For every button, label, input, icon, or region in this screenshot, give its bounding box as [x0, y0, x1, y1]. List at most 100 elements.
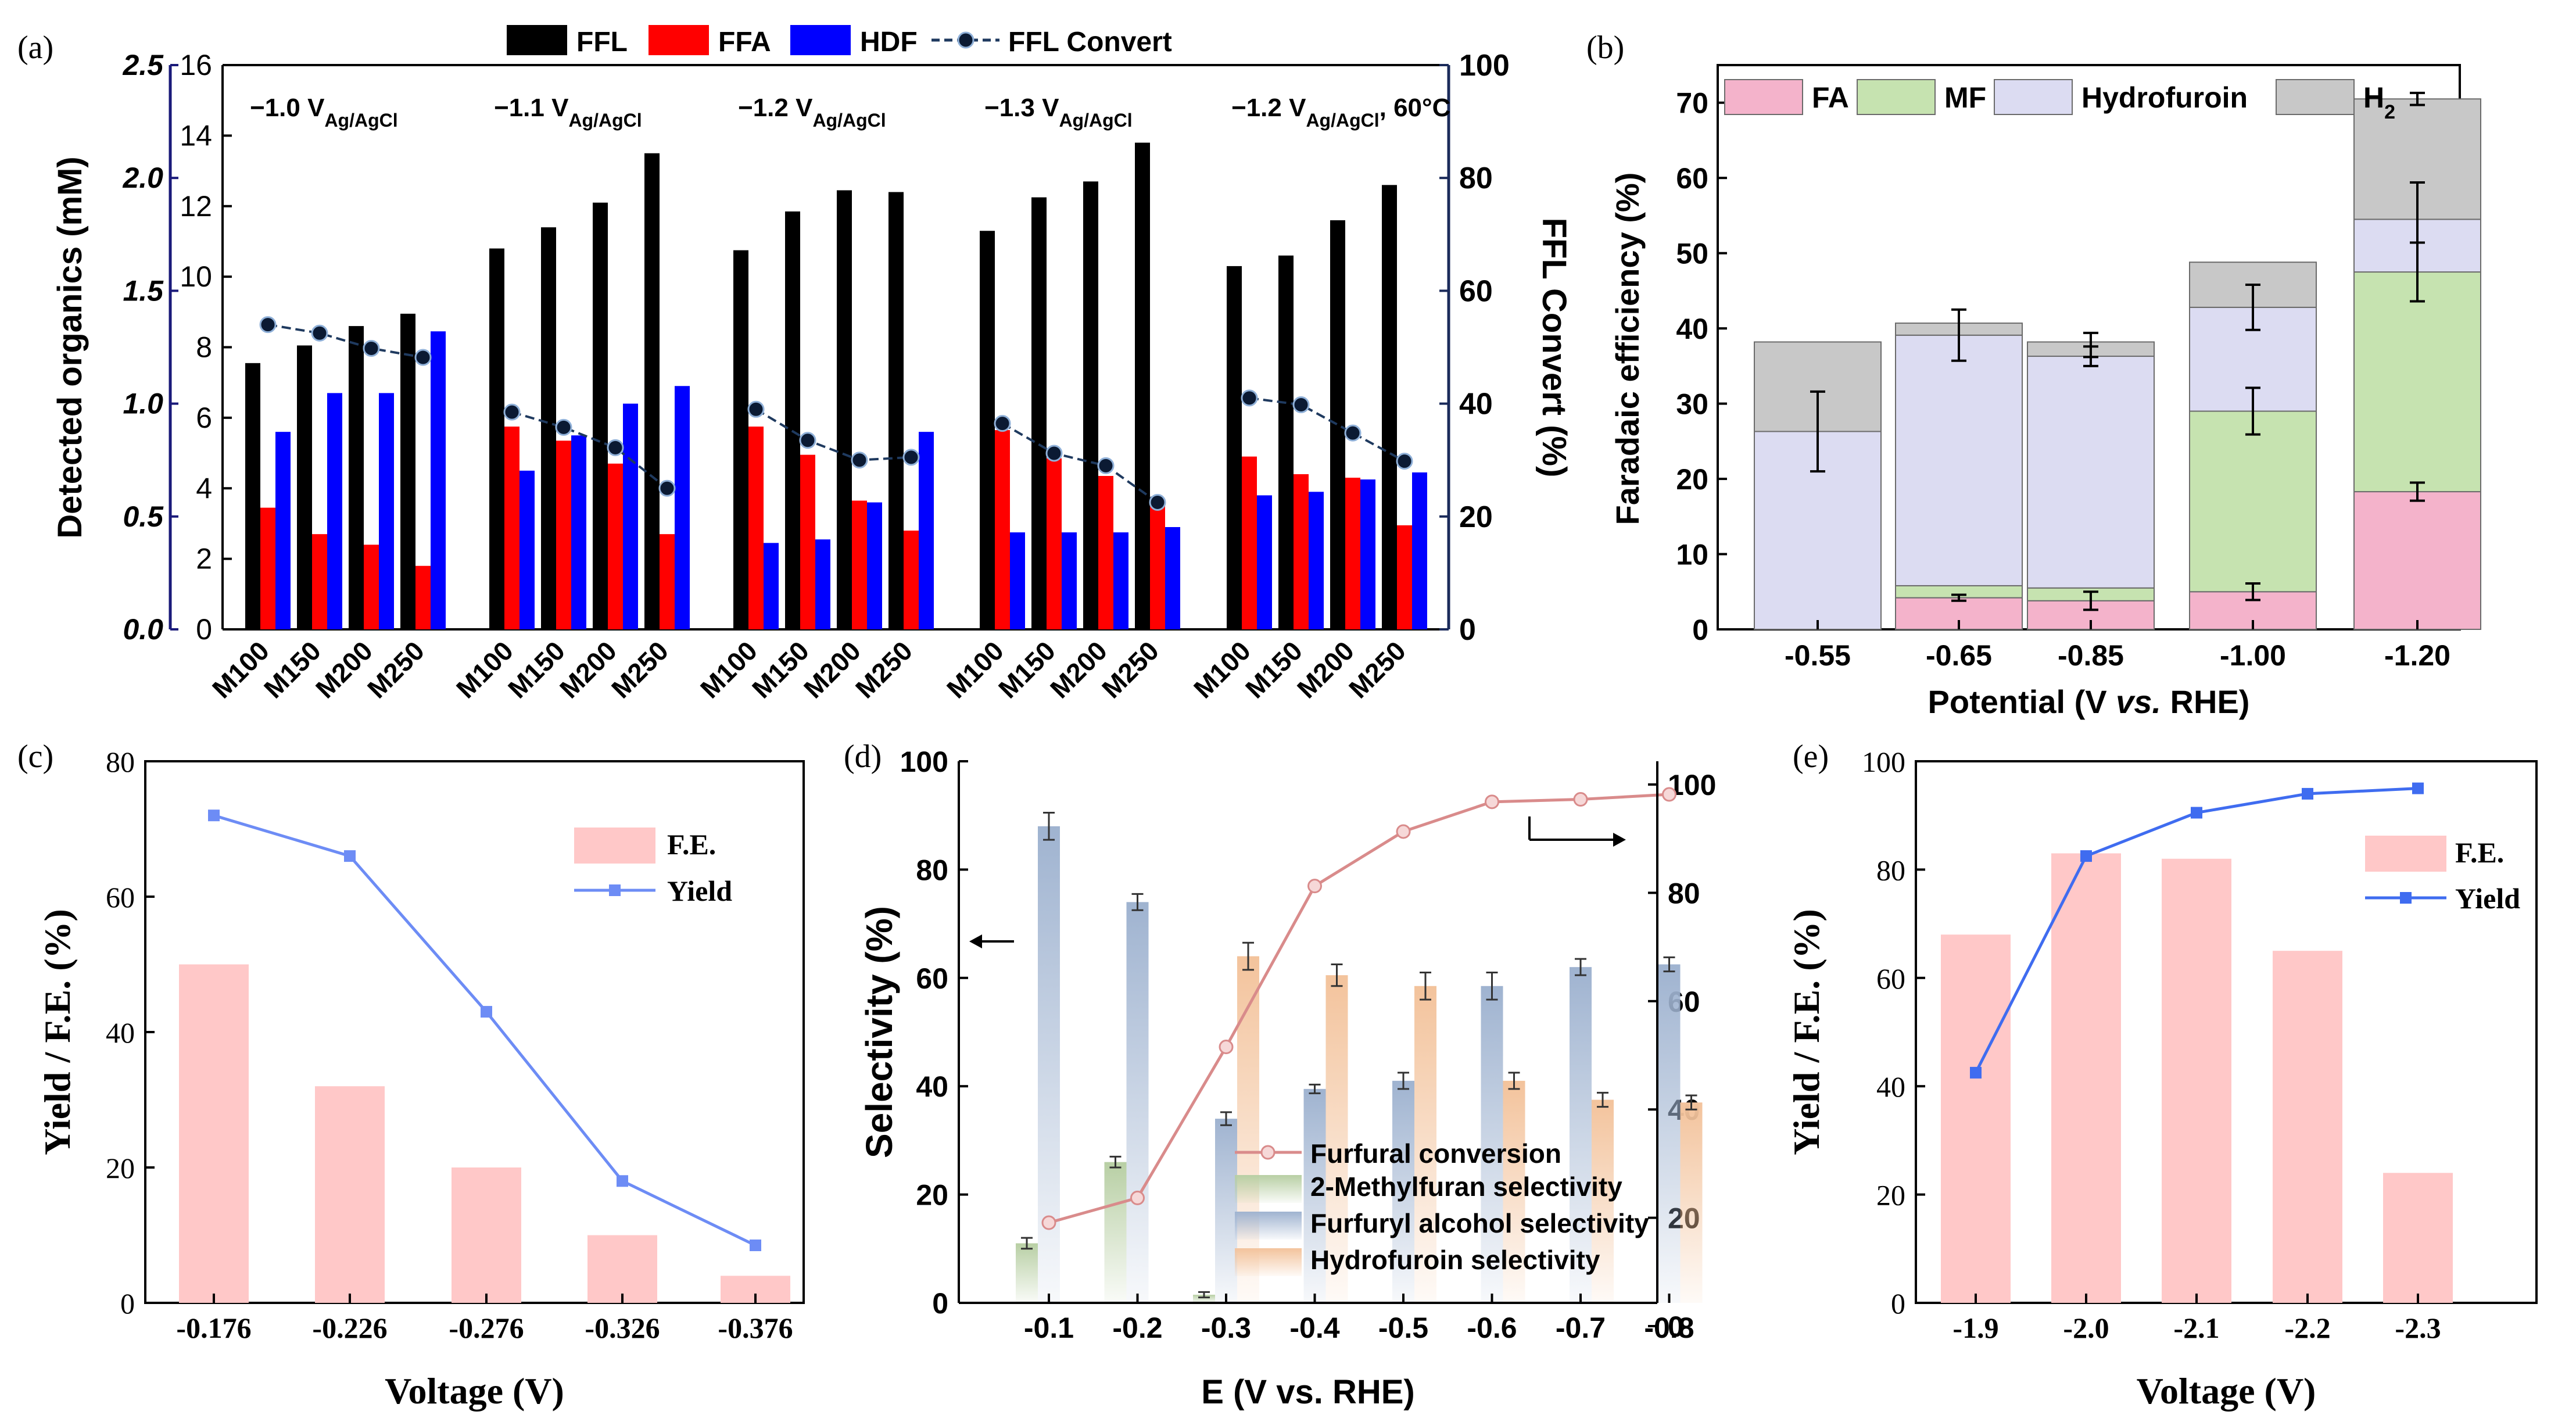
- y-tick-label: 60: [1676, 162, 1708, 195]
- y2-tick-label: 0: [1668, 1310, 1684, 1343]
- convert-point: [259, 316, 277, 334]
- x-tick-label: -0.3: [1201, 1312, 1251, 1344]
- stacked-bar-fa: [2353, 491, 2481, 630]
- bar-ffl: [888, 192, 904, 630]
- bar-hdf: [919, 432, 934, 629]
- y-tick-label: 100: [1862, 746, 1905, 778]
- x-tick-label: M250: [850, 635, 918, 704]
- legend-swatch: [790, 25, 851, 55]
- bar-mf: [1104, 1162, 1127, 1303]
- legend-label: Yield: [667, 875, 732, 907]
- yield-point: [344, 850, 356, 862]
- bar-ffl: [1083, 181, 1098, 629]
- legend-label: Furfuryl alcohol selectivity: [1310, 1208, 1649, 1238]
- convert-line: [267, 323, 424, 359]
- outer-tick-label: 0.0: [123, 613, 163, 646]
- conversion-point: [1396, 824, 1411, 839]
- stacked-bar-mf: [2189, 410, 2317, 593]
- x-tick-label: -1.20: [2384, 639, 2450, 672]
- bar-hdf: [1062, 532, 1077, 629]
- y-tick-label: 40: [1676, 313, 1708, 345]
- y-tick-label: 0: [1891, 1287, 1905, 1320]
- x-tick-label: M250: [1096, 635, 1165, 704]
- convert-point: [799, 432, 816, 449]
- convert-point: [851, 452, 868, 469]
- legend-label: H2: [2363, 81, 2395, 123]
- y-tick-label: 4: [196, 472, 212, 504]
- bar-ffa: [1047, 458, 1062, 629]
- y-tick-label: 60: [916, 962, 948, 995]
- group-label: −1.2 VAg/AgCl: [738, 94, 886, 131]
- panel-label: (b): [1586, 30, 1624, 66]
- y-tick-label: 40: [916, 1070, 948, 1103]
- x-tick-label: -0.5: [1378, 1312, 1428, 1344]
- y-axis-title: Selectivity (%): [858, 906, 900, 1158]
- bar-ffa: [1098, 476, 1113, 629]
- outer-tick-label: 2.5: [122, 49, 164, 81]
- bar-hdf: [1412, 472, 1427, 629]
- bar-ffl: [644, 153, 660, 629]
- y-tick-label: 50: [1676, 238, 1708, 270]
- x-tick-label: -0.55: [1785, 639, 1851, 672]
- bar-ffa: [1038, 826, 1060, 1303]
- bar-hf: [1592, 1099, 1614, 1303]
- legend-marker: [609, 884, 621, 896]
- convert-point: [363, 339, 380, 357]
- y-axis-title: Yield / F.E. (%): [37, 909, 78, 1155]
- y-tick-label: 100: [900, 746, 948, 778]
- bar-ffa: [1242, 456, 1257, 629]
- group-label-sub: Ag/AgCl: [568, 110, 642, 131]
- y2-tick-label: 100: [1459, 49, 1510, 83]
- bar-hdf: [623, 403, 638, 629]
- convert-point: [311, 324, 328, 342]
- bar-hdf: [275, 432, 291, 629]
- conversion-point: [1130, 1190, 1145, 1205]
- convert-point: [1396, 453, 1413, 470]
- legend-swatch: [1235, 1248, 1302, 1276]
- panel-label: (c): [17, 739, 53, 775]
- convert-line: [1001, 422, 1159, 504]
- bar-fe: [2383, 1173, 2453, 1303]
- convert-point: [1097, 457, 1115, 474]
- conversion-point: [1219, 1040, 1234, 1055]
- convert-point: [1344, 424, 1362, 442]
- bar-fe: [2051, 853, 2121, 1303]
- bar-ffa: [364, 545, 379, 629]
- group-label-base: −1.2 V: [1231, 94, 1306, 122]
- legend-label: HDF: [860, 27, 918, 58]
- bar-ffa: [1294, 474, 1309, 629]
- y-tick-label: 0: [120, 1287, 135, 1320]
- group-label: −1.1 VAg/AgCl: [494, 94, 642, 131]
- bar-ffl: [837, 190, 852, 629]
- legend-label: FA: [1812, 81, 1849, 114]
- y-axis-title: Faradaic efficiency (%): [1609, 173, 1646, 525]
- x-tick-label: -0.1: [1024, 1312, 1074, 1344]
- group-label: −1.0 VAg/AgCl: [250, 94, 398, 131]
- bar-hdf: [379, 393, 394, 629]
- yield-point: [2412, 782, 2424, 794]
- bar-ffl: [349, 326, 364, 629]
- convert-point: [414, 349, 432, 366]
- bar-hdf: [675, 386, 690, 629]
- x-axis-title: Voltage (V): [385, 1370, 564, 1412]
- yield-point: [2080, 850, 2092, 862]
- y-tick-label: 60: [1876, 962, 1905, 995]
- bar-ffa: [608, 463, 623, 629]
- bar-ffa: [1126, 902, 1149, 1303]
- bar-ffa: [504, 427, 520, 629]
- stacked-bar-mf: [2353, 271, 2481, 493]
- y-tick-label: 80: [106, 746, 135, 778]
- x-tick-label: M200: [554, 635, 622, 704]
- group-label-base: −1.0 V: [250, 94, 325, 122]
- convert-point: [1149, 494, 1166, 511]
- arrow-right-head: [1613, 833, 1626, 847]
- x-tick-label: M100: [1188, 635, 1256, 704]
- yield-point: [750, 1239, 761, 1251]
- y-axis-title: Detected organics (mM): [51, 156, 89, 538]
- bar-ffa: [852, 500, 867, 629]
- legend-label: F.E.: [667, 828, 716, 861]
- x-tick-label: -1.00: [2220, 639, 2286, 672]
- bar-hdf: [1360, 479, 1375, 629]
- convert-point: [607, 439, 624, 456]
- bar-ffl: [297, 345, 312, 629]
